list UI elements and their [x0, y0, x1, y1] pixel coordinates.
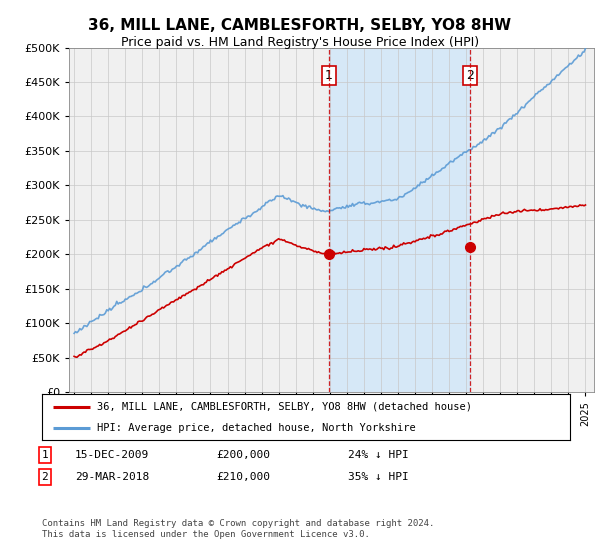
Text: HPI: Average price, detached house, North Yorkshire: HPI: Average price, detached house, Nort…: [97, 423, 416, 433]
Text: 36, MILL LANE, CAMBLESFORTH, SELBY, YO8 8HW (detached house): 36, MILL LANE, CAMBLESFORTH, SELBY, YO8 …: [97, 402, 472, 412]
Text: £200,000: £200,000: [216, 450, 270, 460]
Text: 1: 1: [41, 450, 49, 460]
Text: £210,000: £210,000: [216, 472, 270, 482]
Text: 24% ↓ HPI: 24% ↓ HPI: [348, 450, 409, 460]
Text: Price paid vs. HM Land Registry's House Price Index (HPI): Price paid vs. HM Land Registry's House …: [121, 36, 479, 49]
Text: 36, MILL LANE, CAMBLESFORTH, SELBY, YO8 8HW: 36, MILL LANE, CAMBLESFORTH, SELBY, YO8 …: [88, 18, 512, 32]
Text: Contains HM Land Registry data © Crown copyright and database right 2024.
This d: Contains HM Land Registry data © Crown c…: [42, 520, 434, 539]
Text: 2: 2: [466, 69, 474, 82]
Text: 1: 1: [325, 69, 333, 82]
Bar: [329, 48, 470, 392]
Text: 35% ↓ HPI: 35% ↓ HPI: [348, 472, 409, 482]
Text: 15-DEC-2009: 15-DEC-2009: [75, 450, 149, 460]
Text: 29-MAR-2018: 29-MAR-2018: [75, 472, 149, 482]
Text: 2: 2: [41, 472, 49, 482]
